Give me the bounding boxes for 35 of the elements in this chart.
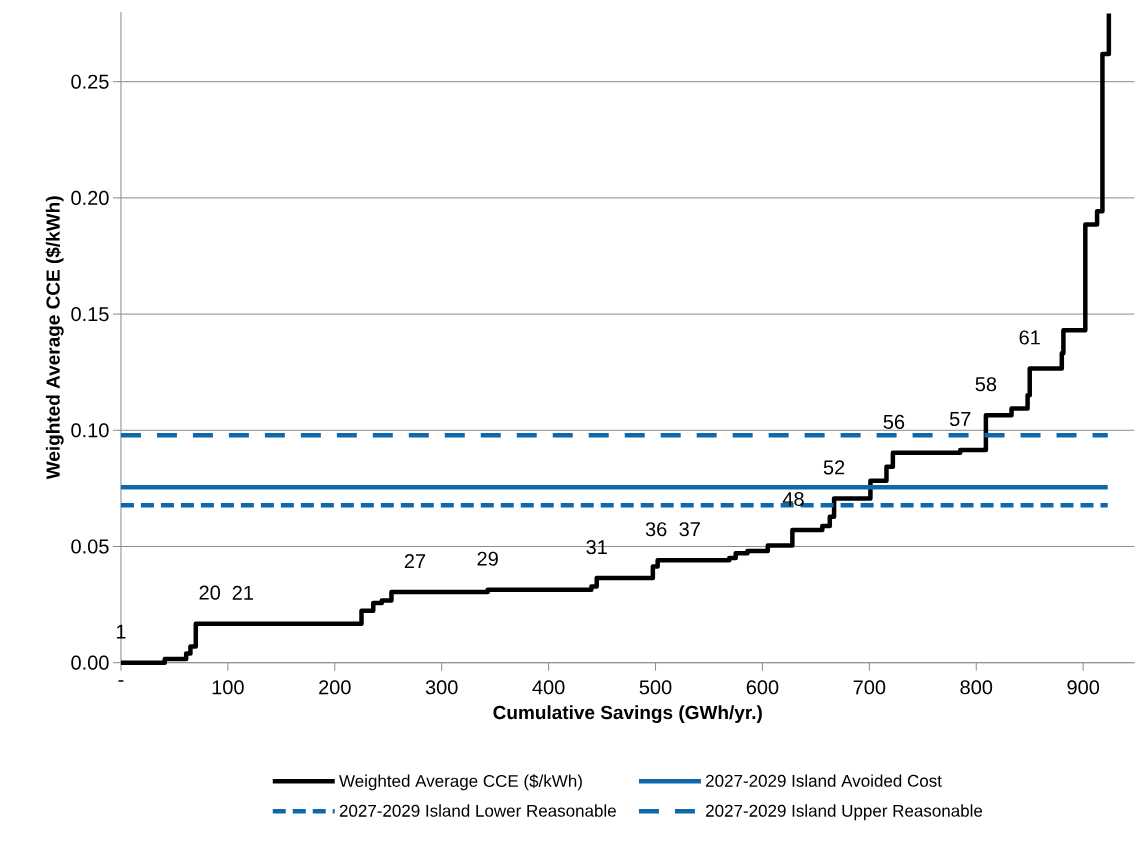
x-tick-label: 600 (746, 680, 779, 695)
x-tick-label: 500 (639, 680, 672, 695)
y-tick-label: 0.05 (71, 539, 109, 554)
legend-label: 2027-2029 Island Avoided Cost (706, 774, 942, 788)
x-tick-label: 200 (319, 680, 351, 695)
x-tick-label: 100 (212, 680, 244, 695)
y-tick-label: 0.10 (71, 423, 109, 438)
x-tick-label: - (118, 680, 124, 682)
x-tick-label: 800 (960, 680, 993, 695)
y-tick-label: 0.25 (71, 74, 109, 89)
legend-label: 2027-2029 Island Lower Reasonable (339, 804, 616, 817)
annotation: 58 (975, 377, 997, 392)
x-tick-label: 400 (532, 680, 565, 695)
y-tick-label: 0.15 (71, 307, 109, 322)
annotation: 36 (645, 522, 667, 537)
annotation: 56 (883, 414, 905, 430)
annotation: 61 (1019, 330, 1040, 345)
annotation: 37 (679, 522, 700, 537)
y-tick-label: 0.20 (71, 191, 109, 206)
x-tick-label: 700 (853, 680, 886, 695)
legend-label: 2027-2029 Island Upper Reasonable (706, 804, 983, 821)
annotation: 1 (116, 625, 126, 639)
x-axis-title: Cumulative Savings (GWh/yr.) (493, 705, 762, 724)
x-tick-label: 300 (425, 680, 458, 695)
annotation: 57 (949, 412, 971, 427)
annotation: 31 (586, 540, 607, 555)
annotation: 29 (477, 551, 498, 566)
y-tick-label: 0.00 (71, 655, 109, 670)
x-tick-label: 900 (1067, 680, 1100, 695)
annotation: 52 (823, 460, 845, 475)
annotation: 27 (404, 554, 426, 569)
annotation: 20 (199, 585, 221, 600)
legend-label: Weighted Average CCE ($/kWh) (339, 774, 582, 791)
annotation: 21 (232, 585, 253, 600)
y-axis-title: Weighted Average CCE ($/kWh) (45, 196, 64, 480)
